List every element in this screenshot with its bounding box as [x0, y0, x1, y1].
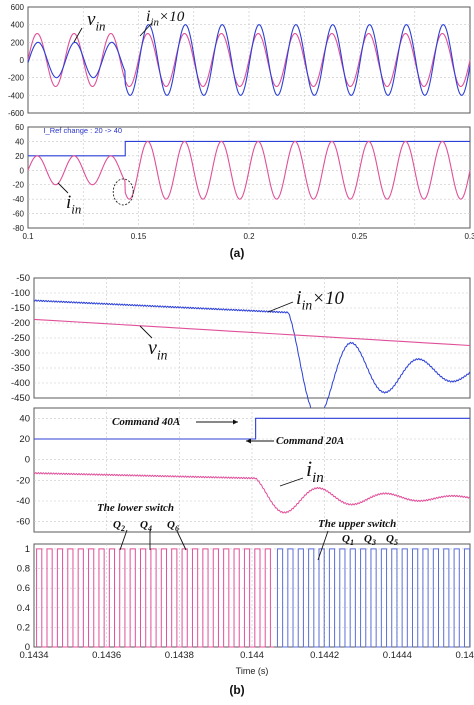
arrow-i-in: [279, 477, 304, 487]
x-tick-label: 0.1442: [310, 650, 339, 661]
label-upper-Q5: Q5: [386, 533, 398, 547]
x-tick-label: 0.15: [131, 232, 147, 241]
x-tick-label: 0.1436: [92, 650, 121, 661]
x-tick-label: 0.1: [22, 232, 34, 241]
panel-b-mid-chart: 40 20 0 -20 -40 -60 Command 40A Command 20A iin: [16, 407, 471, 533]
x-tick-label: 0.1444: [383, 650, 412, 661]
y-tick-label: -300: [11, 348, 30, 359]
x-tick-label: 0.144: [240, 650, 264, 661]
y-tick-label: -100: [11, 288, 30, 299]
panel-a-bottom-chart: 60 40 20 0 -20 -40 -60 -800.1 0.15 0.2 0.25 0.3 I_Re…: [12, 123, 474, 241]
y-tick-label: -60: [12, 210, 24, 219]
arrow-lower-2: [176, 530, 187, 551]
arrowhead-command-20a: [246, 438, 251, 444]
label-i-in: iin: [306, 456, 324, 486]
label-lower-Q2: Q2: [113, 519, 125, 533]
arrow-upper: [317, 530, 329, 561]
series-lower-switch-pulses: [36, 548, 274, 648]
arrow-v-in: [73, 27, 83, 43]
label-v-in: vin: [148, 337, 168, 363]
arrow-i-in: [139, 22, 153, 37]
y-tick-label: -600: [8, 109, 25, 118]
panel-b-top-chart: -50 -100 -150 -200 -250 -300 -350 -400 -450 iin×1…: [11, 273, 471, 418]
y-tick-label: -250: [11, 333, 30, 344]
label-v-in: vin: [87, 9, 105, 33]
arrow-v-in: [139, 325, 153, 339]
annotation-command-20a: Command 20A: [276, 435, 344, 447]
y-tick-label: -150: [11, 303, 30, 314]
y-tick-label: -50: [16, 273, 30, 284]
series-i-in-x10-line: [33, 299, 471, 418]
y-tick-label: -450: [11, 393, 30, 404]
label-i-in-x10: iin×10: [296, 287, 344, 313]
y-tick-label: 0.2: [17, 622, 30, 633]
label-i-in: iin: [66, 192, 81, 216]
y-tick-label: -60: [16, 517, 30, 528]
y-tick-label: 40: [19, 413, 30, 424]
label-upper-Q1: Q1: [342, 533, 354, 547]
annotation-upper-switch: The upper switch: [318, 518, 396, 530]
x-tick-label: 0.25: [352, 232, 368, 241]
arrowhead-command-40a: [233, 419, 238, 425]
y-tick-label: 0: [25, 455, 30, 466]
y-tick-label: -40: [16, 496, 30, 507]
x-tick-label: 0.1446: [455, 650, 474, 661]
label-lower-Q4: Q4: [140, 519, 152, 533]
y-tick-label: -200: [11, 318, 30, 329]
annotation-command-40a: Command 40A: [112, 416, 180, 428]
series-i-in-line: [27, 140, 471, 200]
y-tick-label: 0: [20, 166, 25, 175]
series-upper-switch-pulses: [276, 548, 471, 648]
y-tick-label: 600: [11, 3, 25, 12]
series-command-line: [34, 417, 470, 440]
x-axis-label: Time (s): [236, 666, 269, 676]
panel-a-top-chart: 600 400 200 0 -200 -400 -600 vin iin×10: [8, 3, 471, 118]
caption-b: (b): [229, 683, 244, 697]
y-tick-label: 40: [15, 137, 24, 146]
y-tick-label: 0.6: [17, 583, 30, 594]
y-tick-label: -20: [12, 181, 24, 190]
y-tick-label: 60: [15, 123, 24, 132]
y-tick-label: 400: [11, 21, 25, 30]
series-i-ref-line: [28, 140, 470, 157]
y-tick-label: 0: [25, 642, 30, 653]
y-tick-label: -40: [12, 195, 24, 204]
label-i-in-x10: iin×10: [146, 8, 185, 28]
y-tick-label: 0: [20, 56, 25, 65]
arrow-lower-0: [119, 529, 128, 551]
series-v-in-line: [33, 318, 471, 347]
x-tick-label: 0.3: [464, 232, 474, 241]
annotation-i-ref-change: I_Ref change : 20 -> 40: [43, 126, 122, 135]
y-tick-label: -400: [11, 378, 30, 389]
y-tick-label: 200: [11, 38, 25, 47]
series-i-in-line: [33, 471, 471, 514]
y-tick-label: -80: [12, 224, 24, 233]
annotation-lower-switch: The lower switch: [97, 502, 174, 514]
y-tick-label: -400: [8, 91, 25, 100]
y-tick-label: 0.4: [17, 603, 30, 614]
label-lower-Q6: Q6: [167, 519, 179, 533]
series-v-in-line: [27, 32, 471, 88]
y-tick-label: -350: [11, 363, 30, 374]
x-tick-label: 0.2: [243, 232, 255, 241]
y-tick-label: 20: [15, 152, 24, 161]
arrow-i-in: [267, 301, 294, 313]
y-tick-label: 1: [25, 544, 30, 555]
arrow-i-in: [57, 182, 69, 194]
highlight-circle: [112, 178, 134, 206]
x-tick-label: 0.1438: [165, 650, 194, 661]
caption-a: (a): [230, 246, 245, 260]
y-tick-label: -200: [8, 74, 25, 83]
panel-b-bottom-chart: 1 0.8 0.6 0.4 0.2 00.1434 0.1436 0.1438 0.144 0.1…: [17, 502, 474, 676]
series-i-in-x10-line: [27, 24, 471, 96]
y-tick-label: 0.8: [17, 564, 30, 575]
label-upper-Q3: Q3: [364, 533, 376, 547]
y-tick-label: -20: [16, 475, 30, 486]
x-tick-label: 0.1434: [19, 650, 48, 661]
y-tick-label: 20: [19, 434, 30, 445]
